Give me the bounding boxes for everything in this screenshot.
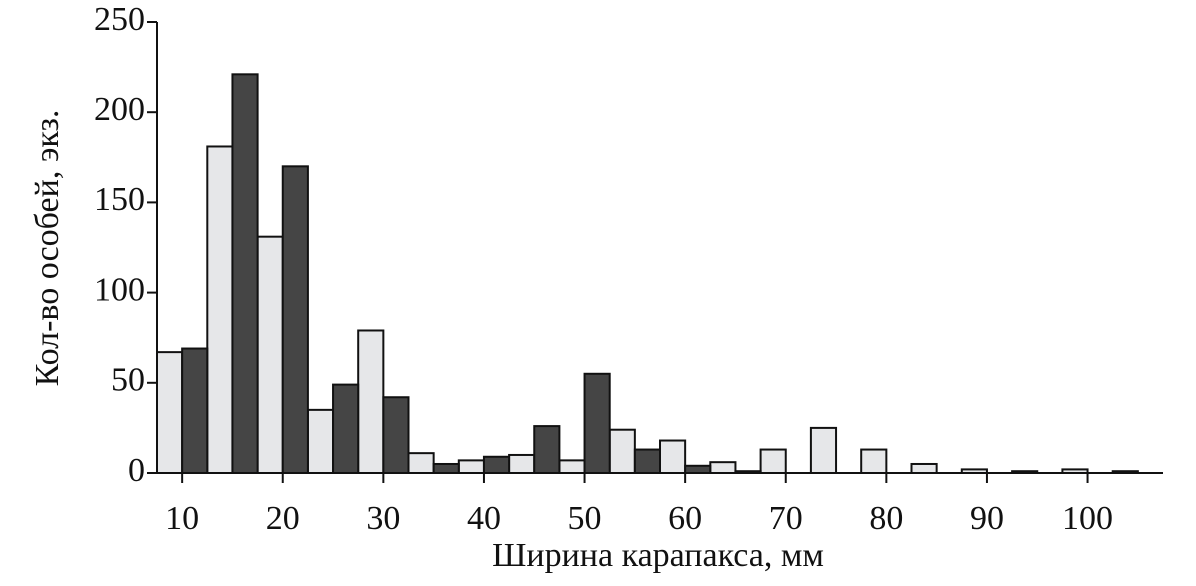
x-tick-label: 40: [467, 500, 501, 537]
x-tick-label: 50: [568, 500, 602, 537]
bar: [181, 347, 209, 474]
bar: [332, 383, 360, 475]
bar: [206, 145, 234, 474]
bar: [809, 426, 838, 474]
y-tick-label: 250: [94, 1, 145, 38]
y-tick-label: 200: [94, 91, 145, 128]
x-tick-label: 10: [165, 500, 199, 537]
bar: [482, 455, 511, 475]
y-tick-label: 0: [128, 452, 145, 489]
bar: [759, 448, 787, 475]
bar: [910, 462, 938, 475]
bar: [684, 464, 712, 474]
bar: [508, 453, 536, 474]
x-tick-label: 80: [869, 500, 903, 537]
bar: [281, 165, 309, 474]
x-tick-label: 60: [668, 500, 702, 537]
bar: [407, 452, 435, 475]
y-axis-label: Кол-во особей, экз.: [29, 110, 66, 387]
bar: [633, 448, 661, 475]
bar: [608, 428, 636, 475]
bar: [457, 459, 485, 475]
y-tick-label: 100: [94, 271, 145, 308]
x-tick-label: 30: [366, 500, 400, 537]
bar: [231, 73, 259, 474]
bar: [860, 448, 888, 475]
y-tick-label: 50: [111, 362, 145, 399]
bar: [583, 372, 611, 474]
bar: [558, 459, 586, 475]
x-axis-label: Ширина карапакса, мм: [492, 537, 824, 574]
bar: [156, 351, 184, 474]
bar: [306, 408, 335, 474]
x-tick-label: 90: [970, 500, 1004, 537]
bar: [382, 396, 410, 474]
x-tick-label: 20: [266, 500, 300, 537]
bar: [709, 461, 737, 474]
bar: [357, 329, 385, 475]
bar: [256, 235, 284, 474]
bar: [432, 462, 460, 475]
bar: [659, 439, 687, 475]
bar: [533, 425, 561, 475]
x-tick-label: 100: [1062, 500, 1113, 537]
y-tick-label: 150: [94, 181, 145, 218]
x-tick-label: 70: [769, 500, 803, 537]
